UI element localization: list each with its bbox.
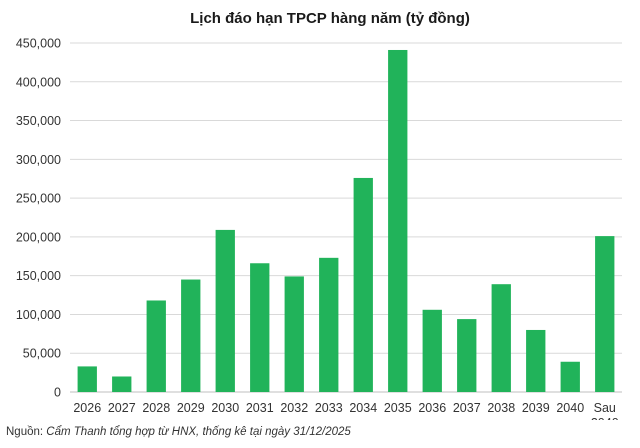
- y-tick-label: 200,000: [16, 230, 61, 244]
- bar-2040: [560, 361, 580, 392]
- y-tick-label: 300,000: [16, 153, 61, 167]
- chart-title: Lịch đáo hạn TPCP hàng năm (tỷ đồng): [190, 10, 470, 27]
- x-tick-label: 2038: [487, 401, 515, 415]
- source-label: Nguồn:: [6, 426, 44, 438]
- x-tick-label: Sau: [594, 401, 616, 415]
- y-tick-label: 250,000: [16, 192, 61, 206]
- y-tick-label: 0: [54, 386, 61, 400]
- x-tick-label: 2034: [349, 401, 377, 415]
- x-tick-label: 2031: [246, 401, 274, 415]
- bar-sau-2040: [595, 236, 615, 392]
- y-tick-label: 350,000: [16, 114, 61, 128]
- x-tick-label: 2040: [591, 416, 619, 420]
- bar-2034: [353, 177, 373, 392]
- x-tick-label: 2039: [522, 401, 550, 415]
- bar-2030: [215, 229, 235, 392]
- x-tick-label: 2026: [73, 401, 101, 415]
- x-tick-label: 2030: [211, 401, 239, 415]
- y-tick-label: 100,000: [16, 308, 61, 322]
- bar-2035: [388, 49, 408, 392]
- bar-2031: [250, 263, 270, 392]
- x-tick-label: 2040: [556, 401, 584, 415]
- bar-2032: [284, 276, 304, 392]
- source-note: Nguồn: Cẩm Thanh tổng hợp từ HNX, thống …: [6, 426, 351, 438]
- y-axis-tick-labels: 0 50,000 100,000 150,000 200,000 250,000 300,0…: [16, 37, 61, 400]
- y-tick-label: 450,000: [16, 37, 61, 51]
- x-tick-label: 2033: [315, 401, 343, 415]
- bar-2037: [457, 319, 477, 392]
- bar-2033: [319, 257, 339, 392]
- bars: [77, 49, 615, 392]
- bar-2028: [146, 300, 166, 392]
- x-tick-label: 2036: [418, 401, 446, 415]
- bar-2027: [112, 376, 132, 392]
- bar-chart: Lịch đáo hạn TPCP hàng năm (tỷ đồng) 0 50…: [16, 10, 622, 420]
- x-tick-label: 2032: [280, 401, 308, 415]
- x-tick-label: 2037: [453, 401, 481, 415]
- source-text: Cẩm Thanh tổng hợp từ HNX, thống kê tại …: [46, 426, 351, 438]
- bar-2029: [181, 279, 201, 392]
- x-tick-label: 2035: [384, 401, 412, 415]
- bar-2038: [491, 284, 511, 392]
- y-tick-label: 400,000: [16, 75, 61, 89]
- x-tick-label: 2027: [108, 401, 136, 415]
- bar-2039: [526, 329, 546, 392]
- bar-2036: [422, 309, 442, 392]
- y-tick-label: 150,000: [16, 269, 61, 283]
- x-tick-label: 2029: [177, 401, 205, 415]
- x-axis-tick-labels: 2026 2027 2028 2029 2030 2031 2032 2033 2034 2035…: [73, 401, 618, 420]
- x-tick-label: 2028: [142, 401, 170, 415]
- bar-2026: [77, 366, 97, 392]
- y-tick-label: 50,000: [23, 347, 61, 361]
